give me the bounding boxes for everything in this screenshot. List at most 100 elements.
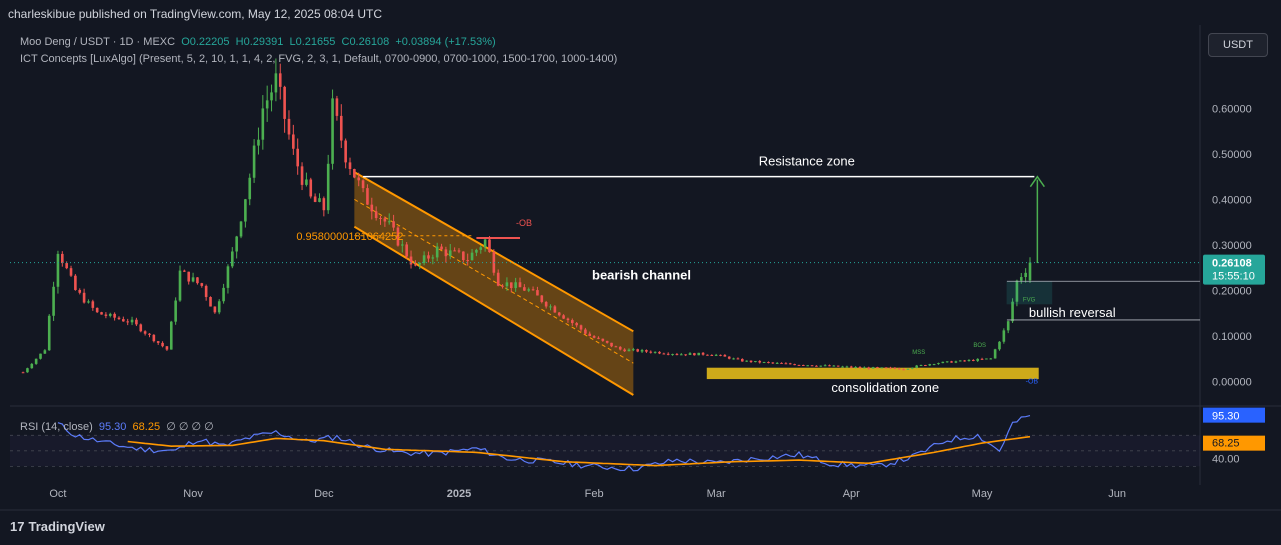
time-tick-label: Apr	[843, 488, 860, 500]
candle-body	[353, 168, 356, 178]
candle-body	[937, 363, 940, 365]
candle-body	[270, 92, 273, 101]
candle-body	[453, 250, 456, 252]
candle-body	[418, 263, 422, 265]
candle-body	[893, 367, 897, 369]
candle-body	[496, 272, 500, 286]
rsi-value-badge	[1203, 407, 1265, 423]
candle-body	[954, 361, 958, 363]
candle-body	[658, 351, 661, 354]
candle-body	[571, 320, 574, 324]
candle-body	[222, 287, 225, 302]
candle-body	[605, 340, 609, 343]
candle-body	[357, 177, 361, 181]
candle-body	[300, 166, 304, 185]
candle-body	[623, 349, 626, 352]
time-tick-label: May	[972, 488, 993, 500]
candle-body	[392, 221, 395, 228]
candle-body	[248, 177, 252, 200]
candle-body	[867, 367, 871, 369]
candle-body	[187, 271, 191, 282]
candle-body	[348, 162, 352, 169]
candle-body	[693, 353, 696, 356]
candle-body	[544, 301, 548, 307]
candle-body	[283, 86, 286, 119]
candle-body	[1011, 301, 1014, 322]
candle-body	[278, 73, 282, 87]
candle-body	[265, 100, 269, 109]
candle-body	[710, 354, 714, 356]
candle-body	[832, 365, 836, 367]
grid	[0, 25, 1281, 511]
candle-body	[998, 341, 1001, 350]
bullish-reversal-label: bullish reversal	[1029, 305, 1116, 320]
candle-body	[697, 352, 701, 356]
candle-body	[588, 333, 592, 337]
candle-body	[261, 108, 265, 140]
order-block-label: -OB	[516, 218, 532, 228]
change-value: +0.03894 (+17.53%)	[395, 36, 496, 48]
candle-body	[100, 312, 103, 315]
candle-body	[614, 346, 618, 348]
candle-body	[719, 354, 722, 356]
candle-body	[113, 313, 116, 318]
candle-body	[52, 286, 55, 316]
time-tick-label: Oct	[49, 488, 66, 500]
annotations-front: Resistance zone 0.9580000181064252 -OB bear…	[10, 154, 1200, 395]
price-tick-label: 0.40000	[1212, 194, 1252, 206]
time-tick-label: Feb	[585, 488, 604, 500]
candle-body	[675, 354, 679, 356]
indicator-legend[interactable]: ICT Concepts [LuxAlgo] (Present, 5, 2, 1…	[20, 53, 618, 65]
candle-body	[950, 361, 953, 363]
candle-body	[775, 362, 779, 364]
tradingview-brand[interactable]: 17 TradingView	[10, 519, 105, 534]
publisher-line: charleskibue published on TradingView.co…	[8, 7, 382, 21]
candle-body	[523, 287, 526, 291]
candle-body	[584, 329, 587, 334]
candle-body	[152, 334, 156, 342]
candle-body	[863, 367, 866, 369]
candle-body	[409, 256, 413, 265]
time-tick-label: Nov	[183, 488, 203, 500]
candle-body	[313, 196, 317, 202]
consolidation-label: consolidation zone	[831, 380, 939, 395]
candle-body	[645, 350, 648, 352]
candle-body	[501, 285, 504, 287]
candle-body	[191, 277, 195, 282]
candle-body	[723, 354, 727, 357]
candle-body	[562, 315, 565, 319]
candle-body	[370, 204, 374, 212]
candle-body	[884, 367, 888, 369]
candle-body	[876, 367, 879, 369]
rsi-ma-value: 68.25	[132, 421, 161, 433]
candle-body	[339, 115, 343, 141]
bos-marker: BOS	[973, 343, 986, 349]
candle-body	[435, 246, 439, 258]
candle-body	[335, 98, 339, 116]
candle-body	[74, 275, 77, 290]
price-tick-label: 0.30000	[1212, 240, 1252, 252]
rsi-legend[interactable]: RSI (14, close) 95.30 68.25 ∅ ∅ ∅ ∅	[20, 420, 214, 433]
candle-body	[666, 353, 670, 355]
candle-body	[257, 139, 260, 146]
symbol-name[interactable]: Moo Deng / USDT · 1D · MEXC	[20, 36, 176, 48]
candle-body	[318, 198, 321, 202]
candle-body	[91, 301, 95, 308]
candle-body	[1019, 277, 1023, 281]
candle-body	[374, 211, 378, 218]
candle-body	[784, 363, 788, 365]
candle-body	[466, 260, 469, 262]
candle-body	[117, 317, 121, 320]
rsi-ma-badge	[1203, 435, 1265, 451]
candle-body	[213, 306, 217, 313]
currency-button[interactable]: USDT	[1208, 33, 1268, 57]
candle-body	[156, 341, 160, 343]
candle-body	[462, 251, 465, 261]
rsi-ma-line	[127, 435, 1031, 467]
time-tick-label: Dec	[314, 488, 334, 500]
candle-body	[396, 227, 400, 246]
candle-body	[387, 221, 391, 223]
candle-body	[967, 360, 971, 362]
candle-body	[601, 338, 605, 341]
